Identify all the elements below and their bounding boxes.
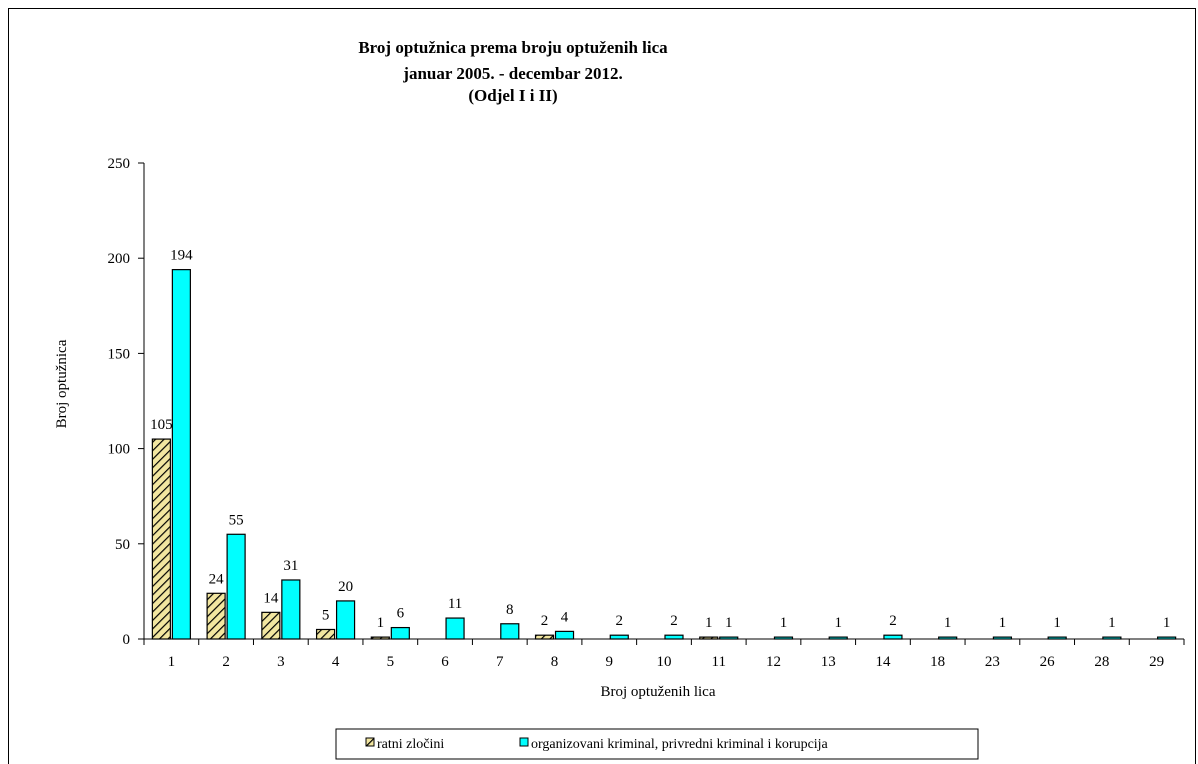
x-tick-label: 2 [222,654,230,670]
bar-organizovani-kriminal [390,626,410,640]
x-tick-label: 9 [606,654,614,670]
data-label: 1 [377,615,385,631]
x-tick-label: 3 [277,654,285,670]
x-tick-label: 10 [657,654,672,670]
x-tick-label: 5 [387,654,395,670]
bar-organizovani-kriminal [992,636,1013,640]
data-label: 105 [150,417,173,433]
bar-ratni-zlocini [206,592,226,640]
data-label: 1 [780,615,788,631]
data-label: 1 [1053,615,1061,631]
x-tick-label: 23 [985,654,1000,670]
bar-organizovani-kriminal [335,600,356,640]
bar-organizovani-kriminal [609,634,629,640]
bar-ratni-zlocini [370,636,390,640]
x-tick-label: 1 [168,654,176,670]
bar-organizovani-kriminal [828,636,848,640]
y-tick-label: 100 [108,442,131,458]
y-tick-label: 0 [123,632,131,648]
x-tick-label: 7 [496,654,504,670]
bar-organizovani-kriminal [664,634,684,640]
data-label: 1 [725,615,733,631]
bar-organizovani-kriminal [445,617,465,640]
data-label: 2 [889,613,897,629]
data-label: 1 [944,615,952,631]
bar-ratni-zlocini [151,438,171,640]
x-tick-label: 26 [1040,654,1056,670]
data-label: 1 [705,615,713,631]
x-axis-title: Broj optuženih lica [601,684,716,700]
legend-swatch-ratni-zlocini [365,737,375,747]
data-label: 1 [1108,615,1116,631]
bar-organizovani-kriminal [1102,636,1122,640]
data-label: 1 [999,615,1007,631]
data-label: 2 [616,613,624,629]
data-label: 31 [283,558,298,574]
y-tick-label: 250 [108,156,131,172]
y-tick-label: 50 [115,537,130,553]
bar-organizovani-kriminal [171,269,191,640]
chart-frame [8,8,1196,764]
chart-title-line-2: januar 2005. - decembar 2012. [402,64,622,83]
x-tick-label: 11 [712,654,726,670]
data-label: 4 [561,609,569,625]
x-tick-label: 4 [332,654,340,670]
bar-organizovani-kriminal [281,579,301,640]
data-label: 6 [397,606,405,622]
x-tick-label: 8 [551,654,559,670]
legend-swatch-organizovani-kriminal [519,737,529,747]
data-label: 2 [670,613,678,629]
x-tick-label: 28 [1094,654,1109,670]
legend-label-organizovani-kriminal: organizovani kriminal, privredni krimina… [531,737,829,752]
y-tick-label: 200 [108,251,131,267]
data-label: 20 [338,579,353,595]
data-label: 5 [322,607,330,623]
bar-organizovani-kriminal [938,636,958,640]
bar-organizovani-kriminal [719,636,739,640]
x-tick-label: 6 [441,654,449,670]
x-tick-label: 14 [875,654,891,670]
data-label: 11 [448,596,462,612]
bar-organizovani-kriminal [883,634,903,640]
legend-box [335,728,979,760]
bar-ratni-zlocini [534,634,555,640]
x-tick-label: 29 [1149,654,1164,670]
bar-organizovani-kriminal [773,636,794,640]
data-label: 1 [1163,615,1171,631]
chart-title-line-3: (Odjel I i II) [468,86,557,105]
bar-organizovani-kriminal [554,630,575,640]
bar-ratni-zlocini [699,636,719,640]
x-tick-label: 13 [821,654,836,670]
bar-ratni-zlocini [315,628,336,640]
chart-title-line-1: Broj optužnica prema broju optuženih lic… [358,38,668,57]
y-axis-title: Broj optužnica [54,339,70,428]
data-label: 14 [263,590,279,606]
chart-title: Broj optužnica prema broju optuženih lic… [358,38,668,105]
legend-label-ratni-zlocini: ratni zločini [377,737,444,752]
data-label: 8 [506,602,514,618]
bar-organizovani-kriminal [1047,636,1067,640]
bar-organizovani-kriminal [500,623,520,640]
data-label: 24 [209,571,225,587]
bar-ratni-zlocini [261,611,281,640]
x-tick-label: 12 [766,654,781,670]
data-label: 194 [170,248,193,264]
data-label: 2 [541,613,549,629]
bar-organizovani-kriminal [1157,636,1177,640]
bar-organizovani-kriminal [226,533,246,640]
legend: ratni zločini organizovani kriminal, pri… [335,728,979,760]
data-label: 55 [229,512,244,528]
x-tick-label: 18 [930,654,945,670]
y-tick-label: 150 [108,346,131,362]
data-label: 1 [834,615,842,631]
